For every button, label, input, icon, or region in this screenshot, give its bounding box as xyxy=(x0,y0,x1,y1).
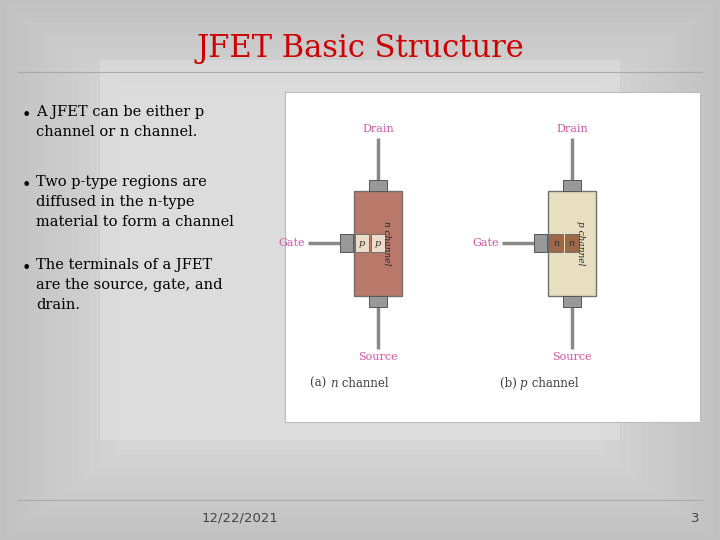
Text: (a): (a) xyxy=(310,377,330,390)
Text: p: p xyxy=(374,239,381,247)
Bar xyxy=(108,81,612,459)
Bar xyxy=(126,94,594,445)
Bar xyxy=(48,36,672,504)
Text: n channel: n channel xyxy=(382,221,392,265)
Bar xyxy=(549,234,563,252)
Bar xyxy=(120,90,600,450)
Bar xyxy=(144,108,576,432)
Bar xyxy=(66,50,654,490)
Text: Drain: Drain xyxy=(556,124,588,133)
Bar xyxy=(132,99,588,441)
Bar xyxy=(285,92,700,422)
Text: Gate: Gate xyxy=(472,238,499,248)
Text: n: n xyxy=(553,239,559,247)
Text: •: • xyxy=(22,260,32,277)
Bar xyxy=(369,295,387,307)
Bar xyxy=(174,131,546,409)
Bar xyxy=(60,45,660,495)
Bar xyxy=(156,117,564,423)
Text: Drain: Drain xyxy=(362,124,394,133)
Text: JFET Basic Structure: JFET Basic Structure xyxy=(196,32,524,64)
Bar xyxy=(354,191,402,295)
Text: The terminals of a JFET
are the source, gate, and
drain.: The terminals of a JFET are the source, … xyxy=(36,258,222,312)
Text: A JFET can be either p
channel or n channel.: A JFET can be either p channel or n chan… xyxy=(36,105,204,139)
Text: p channel: p channel xyxy=(577,221,585,265)
Text: Source: Source xyxy=(358,353,398,362)
Bar xyxy=(42,31,678,509)
Bar xyxy=(563,295,581,307)
Bar xyxy=(100,60,620,440)
Text: 3: 3 xyxy=(690,511,699,524)
Bar xyxy=(548,191,596,295)
Text: p: p xyxy=(520,377,528,390)
Bar xyxy=(563,179,581,191)
Bar xyxy=(54,40,666,500)
Text: n: n xyxy=(568,239,575,247)
Bar xyxy=(162,122,558,418)
Text: (b): (b) xyxy=(500,377,521,390)
Bar xyxy=(84,63,636,477)
Bar xyxy=(96,72,624,468)
Bar xyxy=(534,234,547,252)
Bar xyxy=(371,234,384,252)
Text: •: • xyxy=(22,177,32,194)
Bar xyxy=(355,234,369,252)
Text: Two p-type regions are
diffused in the n-type
material to form a channel: Two p-type regions are diffused in the n… xyxy=(36,175,234,229)
Bar xyxy=(114,85,606,455)
Text: p: p xyxy=(359,239,365,247)
Bar xyxy=(369,179,387,191)
Bar xyxy=(150,112,570,428)
Bar xyxy=(72,54,648,486)
Text: Source: Source xyxy=(552,353,592,362)
Bar xyxy=(138,104,582,436)
Text: channel: channel xyxy=(338,377,389,390)
Text: Gate: Gate xyxy=(279,238,305,248)
Bar xyxy=(102,77,618,463)
Text: •: • xyxy=(22,107,32,124)
Bar xyxy=(340,234,353,252)
Text: n: n xyxy=(330,377,338,390)
Text: 12/22/2021: 12/22/2021 xyxy=(202,511,279,524)
Text: channel: channel xyxy=(528,377,579,390)
Bar xyxy=(78,58,642,482)
Bar xyxy=(168,126,552,414)
Bar xyxy=(90,68,630,472)
Bar xyxy=(564,234,578,252)
